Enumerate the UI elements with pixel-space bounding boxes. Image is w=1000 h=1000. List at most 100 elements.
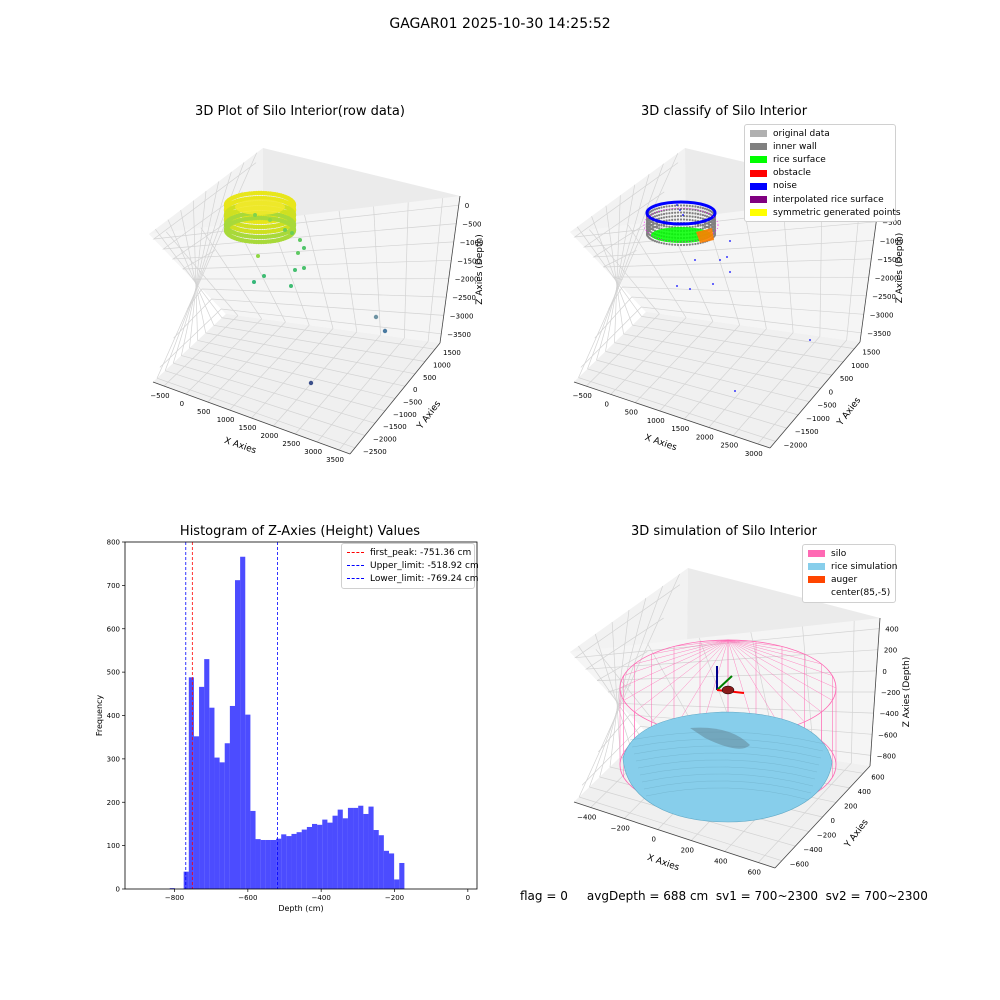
cls-inner-wall-point [665,212,668,215]
cls-gridline [614,195,621,343]
cls-y-tick-label: −1500 [795,428,819,436]
raw-gridline [373,206,381,335]
cls-gridline [592,220,874,258]
histogram-bar [317,824,323,889]
cls-inner-wall-point [705,225,709,228]
y-tick-label: 200 [107,799,120,807]
sim-auger [716,666,745,695]
cls-inner-wall-point [662,212,666,216]
cls-inner-wall-point [655,226,659,229]
sim-silo-roof-wire [634,639,729,713]
histogram-bar [394,879,400,889]
raw-axes-panes [149,148,460,454]
cls-inner-wall-point [665,225,668,228]
cls-y-tick-label: 0 [829,388,833,396]
cls-inner-wall-point [655,207,659,210]
sim-rice-mesh-line [639,766,816,780]
raw-gridline [173,362,376,424]
histogram-bar [270,839,277,889]
sim-silo-roof-wire [727,639,783,730]
legend-entry: obstacle [750,167,890,180]
cls-inner-wall-point [660,241,663,245]
cls-gridline [683,328,767,420]
cls-gridline [641,316,855,349]
sim-silo-roof-wire [673,639,729,730]
sim-rice-mesh-line [635,752,820,766]
sim-y-tick-label: 400 [858,788,871,796]
histogram-legend: first_peak: -751.36 cm Upper_limit: -518.… [341,543,479,589]
sim-silo-roof-wire [651,639,729,655]
legend-entry: inner wall [750,140,890,153]
legend-line-sample [347,552,364,554]
legend-line-sample [347,578,364,580]
sim-x-axis-label: X Axies [646,853,681,873]
cls-inner-wall-point [660,213,663,216]
raw-gridline [182,250,452,270]
cls-inner-wall-point [660,206,663,209]
cls-z-tick-label: −2000 [875,274,899,282]
cls-inner-wall-point [703,223,707,226]
cls-inner-wall-point [655,223,659,226]
legend-label: obstacle [773,168,811,179]
raw-scatter-point [290,231,294,235]
cls-inner-wall-point [665,242,668,246]
cls-inner-wall-point [688,218,691,221]
cls-inner-wall-point [703,226,707,229]
cls-inner-wall-point [676,207,680,211]
cls-noise-point [809,339,811,341]
sim-z-tick-label: 200 [884,647,897,655]
cls-inner-wall-point [696,242,700,245]
sim-silo-roof-wire [727,639,833,676]
cls-gridline [782,205,794,333]
histogram-x-label: Depth (cm) [278,904,323,913]
sim-gridline [585,617,878,670]
raw-x-tick-label: 3000 [304,448,322,456]
cls-inner-wall-point [655,225,659,228]
cls-x-tick-label: 500 [625,409,638,417]
cls-inner-wall-point [713,221,716,224]
sim-silo-roof-wire [727,639,805,723]
histogram-y-label: Frequency [95,695,104,737]
cls-inner-wall-point [665,215,668,219]
raw-z-tick-label: −500 [462,221,481,229]
raw-scatter-point [293,268,297,272]
legend-swatch [750,209,767,217]
cls-silo-points [643,200,719,247]
raw-y-tick-label: 1500 [443,349,461,357]
raw-scatter-point [283,228,287,232]
legend-swatch [808,550,825,558]
cls-inner-wall-point [679,204,683,207]
cls-inner-wall-point [679,218,683,221]
cls-inner-wall-point [668,208,671,211]
raw-scatter-point [268,218,272,222]
raw-scatter-point [256,254,260,258]
histogram-bar [363,813,369,889]
raw-y-tick-label: 1000 [433,362,451,370]
legend-label: silo [831,548,847,559]
raw-data-3d-plot: −500050010001500200025003000350015001000… [149,148,485,464]
sim-rice-mesh-line [637,759,818,773]
raw-outlier-point [308,380,314,386]
cls-gridline [612,276,869,280]
sim-rice-surface [622,711,833,823]
raw-axis-lines [152,195,461,455]
cls-inner-wall-point [665,219,668,222]
histogram-bar [337,809,343,889]
sim-silo-roof-wire [727,639,783,647]
legend-swatch [750,196,767,204]
histogram-bar [250,810,256,889]
cls-inner-wall-point [660,216,663,220]
histogram-bar [306,826,312,889]
cls-inner-wall-point [653,225,657,228]
sim-silo-roof-wire [727,639,822,665]
cls-gridline [605,205,624,334]
cls-inner-wall-point [701,227,704,230]
legend-swatch [808,576,825,584]
cls-gridline [576,226,642,317]
histogram-bar [229,705,235,889]
raw-x-axis-line [152,381,351,455]
cls-noise-point [729,240,731,242]
cls-inner-wall-point [701,214,704,217]
x-tick-label: 0 [466,894,470,902]
cls-inner-wall-point [703,207,707,210]
